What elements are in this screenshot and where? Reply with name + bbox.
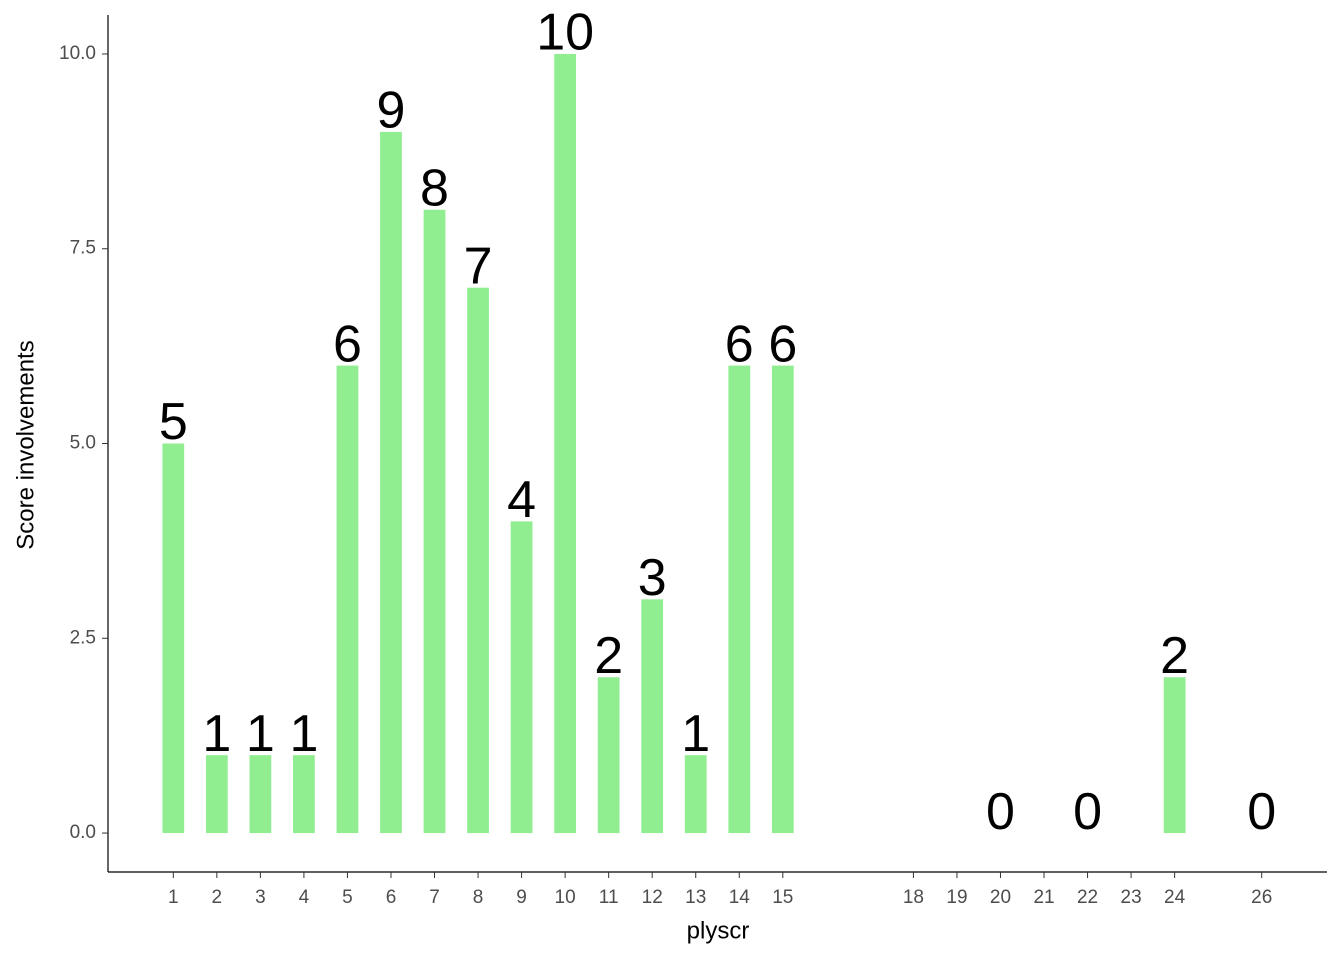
value-label: 6 [725,315,754,373]
bar [162,443,185,834]
x-tick-label: 12 [642,887,663,908]
x-tick-label: 2 [212,887,223,908]
y-tick-label: 2.5 [70,627,96,648]
value-label: 1 [681,705,710,763]
value-label: 3 [638,549,667,607]
value-label: 2 [1160,627,1189,685]
bar [1163,677,1186,834]
x-tick-label: 7 [429,887,440,908]
value-label: 6 [768,315,797,373]
y-axis-title: Score involvements [12,340,39,549]
bar [293,755,315,834]
value-label: 4 [507,471,536,529]
value-label: 5 [159,393,188,451]
bar [684,755,707,834]
bar [423,209,446,834]
y-tick-label: 10.0 [59,43,96,64]
x-tick-label: 19 [946,887,967,908]
x-tick-label: 20 [990,887,1011,908]
y-tick-label: 5.0 [70,433,96,454]
x-tick-label: 8 [473,887,484,908]
value-label: 0 [1247,783,1276,841]
value-label: 1 [246,705,275,763]
x-tick-label: 1 [168,887,179,908]
value-label: 9 [377,82,406,140]
x-tick-label: 18 [903,887,924,908]
x-tick-label: 6 [386,887,397,908]
value-label: 10 [536,4,594,62]
value-label: 8 [420,160,449,218]
bar [771,365,794,834]
bar [554,53,577,834]
x-tick-label: 15 [772,887,793,908]
bar [205,755,228,834]
bar [510,521,533,834]
value-label: 7 [464,237,493,295]
y-tick-label: 7.5 [70,238,96,259]
x-tick-label: 3 [255,887,266,908]
x-tick-label: 24 [1164,887,1186,908]
value-label: 1 [289,705,318,763]
value-label: 1 [202,705,231,763]
value-label: 6 [333,315,362,373]
value-label: 2 [594,627,623,685]
x-tick-label: 9 [516,887,527,908]
value-label: 0 [986,783,1015,841]
bar [380,131,402,834]
bar [467,287,489,834]
x-tick-label: 26 [1251,887,1272,908]
bar [641,599,664,834]
x-tick-label: 5 [342,887,353,908]
x-tick-label: 22 [1077,887,1098,908]
x-tick-label: 4 [299,887,310,908]
x-axis-title: plyscr [687,917,750,944]
x-tick-label: 13 [685,887,706,908]
bar [336,365,359,834]
x-tick-label: 10 [555,887,576,908]
value-label: 0 [1073,783,1102,841]
x-tick-label: 14 [729,887,751,908]
y-tick-label: 0.0 [70,822,96,843]
bar [728,365,751,834]
x-tick-label: 23 [1121,887,1142,908]
bar [249,755,272,834]
x-tick-label: 11 [599,887,619,908]
bar [597,677,620,834]
x-tick-label: 21 [1033,887,1054,908]
